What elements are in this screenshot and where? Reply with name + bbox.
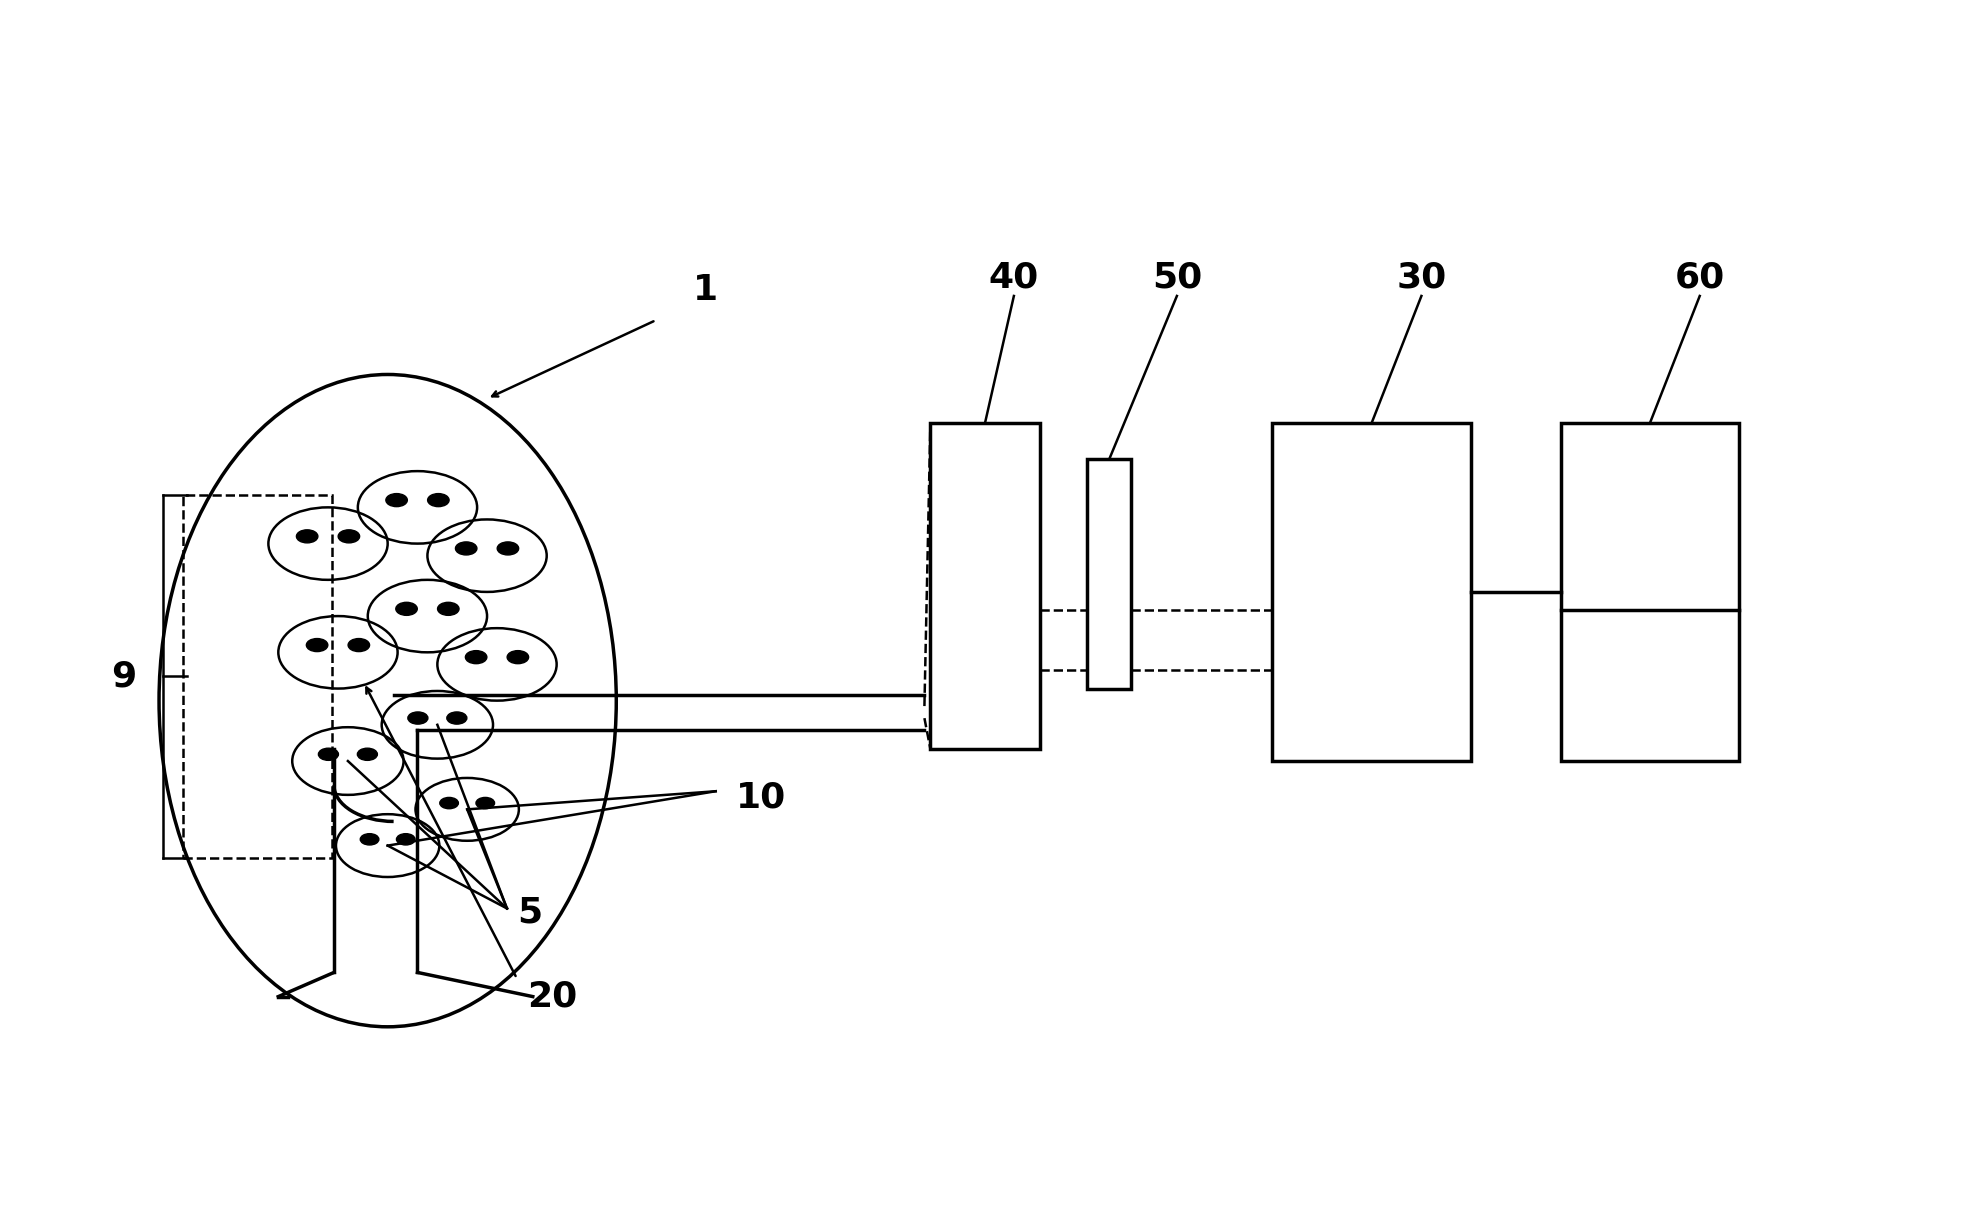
Bar (1272, 423, 1471, 761)
Circle shape (358, 748, 378, 760)
Circle shape (475, 797, 495, 808)
Circle shape (507, 651, 529, 663)
Circle shape (396, 834, 415, 844)
Circle shape (408, 712, 427, 724)
Circle shape (447, 712, 467, 724)
Circle shape (318, 748, 338, 760)
Text: 1: 1 (694, 273, 718, 307)
Circle shape (465, 651, 487, 663)
Circle shape (396, 603, 417, 615)
Circle shape (338, 530, 360, 542)
Text: 40: 40 (988, 261, 1040, 295)
Bar (1561, 423, 1740, 761)
Circle shape (437, 603, 459, 615)
Bar (183, 495, 332, 858)
Circle shape (306, 639, 328, 651)
Circle shape (296, 530, 318, 542)
Text: 9: 9 (111, 660, 135, 693)
Circle shape (427, 494, 449, 506)
Text: 10: 10 (736, 780, 785, 814)
Bar (930, 423, 1040, 749)
Circle shape (455, 542, 477, 554)
Circle shape (348, 639, 370, 651)
Text: 5: 5 (517, 895, 543, 929)
Circle shape (439, 797, 459, 808)
Circle shape (360, 834, 380, 844)
Bar (1087, 459, 1131, 689)
Text: 20: 20 (527, 980, 577, 1014)
Circle shape (497, 542, 519, 554)
Text: 60: 60 (1674, 261, 1726, 295)
Text: 50: 50 (1151, 261, 1203, 295)
Text: 30: 30 (1396, 261, 1447, 295)
Circle shape (386, 494, 408, 506)
